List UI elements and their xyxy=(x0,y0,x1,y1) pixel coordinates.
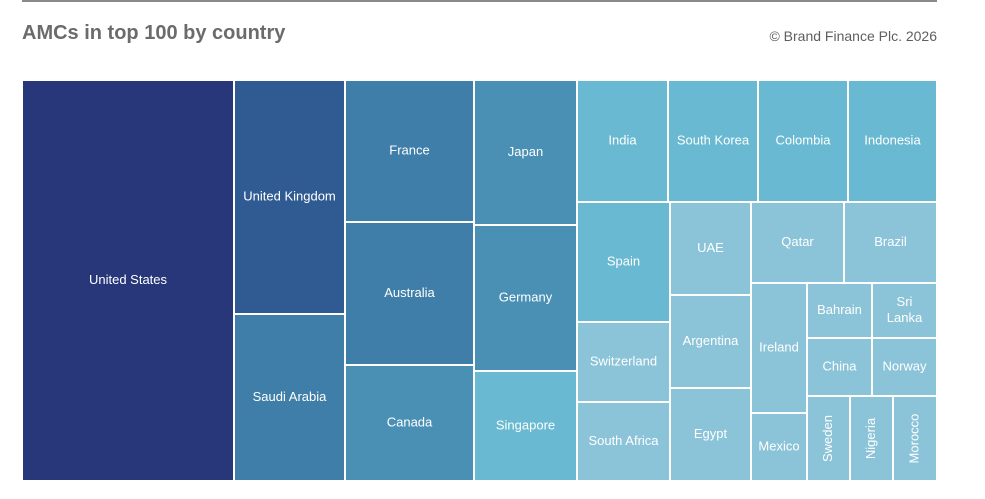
treemap-label-united-kingdom: United Kingdom xyxy=(243,188,336,203)
treemap-cell-uae xyxy=(669,201,752,296)
treemap-label-qatar: Qatar xyxy=(781,234,814,249)
copyright-notice: © Brand Finance Plc. 2026 xyxy=(769,28,937,44)
treemap-cell-singapore xyxy=(473,370,578,482)
treemap-label-brazil: Brazil xyxy=(874,234,907,249)
treemap-label-sri-lanka: Sri Lanka xyxy=(887,294,923,325)
treemap-cell-south-africa xyxy=(576,401,671,482)
treemap-cell-sweden xyxy=(806,395,851,482)
treemap-label-canada: Canada xyxy=(387,414,433,429)
treemap-label-spain: Spain xyxy=(607,253,640,268)
treemap-cell-japan xyxy=(473,79,578,226)
treemap-cell-nigeria xyxy=(849,395,894,482)
treemap-cell-united-kingdom xyxy=(233,79,346,315)
treemap-label-argentina: Argentina xyxy=(683,333,739,348)
treemap-cell-colombia xyxy=(757,79,849,203)
treemap-label-egypt: Egypt xyxy=(694,426,728,441)
treemap-cell-bahrain xyxy=(806,282,873,339)
treemap-label-bahrain: Bahrain xyxy=(817,302,862,317)
treemap-label-mexico: Mexico xyxy=(758,438,799,453)
treemap-label-australia: Australia xyxy=(384,285,435,300)
treemap-cell-argentina xyxy=(669,294,752,389)
treemap-label-united-states: United States xyxy=(89,272,168,287)
treemap-label-saudi-arabia: Saudi Arabia xyxy=(253,389,327,404)
treemap-label-japan: Japan xyxy=(508,144,543,159)
treemap-cell-norway xyxy=(871,337,938,397)
treemap-label-china: China xyxy=(823,358,858,373)
treemap-label-morocco: Morocco xyxy=(906,414,921,464)
treemap-cell-qatar xyxy=(750,201,845,284)
treemap-label-south-africa: South Africa xyxy=(588,433,659,448)
treemap-cell-united-states xyxy=(21,79,235,482)
treemap-label-sweden: Sweden xyxy=(820,415,835,462)
treemap-label-germany: Germany xyxy=(499,289,553,304)
treemap-cell-brazil xyxy=(843,201,938,284)
treemap-cell-morocco xyxy=(892,395,938,482)
treemap-cell-switzerland xyxy=(576,321,671,403)
treemap-label-switzerland: Switzerland xyxy=(590,353,657,368)
treemap-label-ireland: Ireland xyxy=(759,339,799,354)
treemap-label-france: France xyxy=(389,142,429,157)
treemap-label-singapore: Singapore xyxy=(496,417,555,432)
treemap-cell-indonesia xyxy=(847,79,938,203)
treemap-cell-egypt xyxy=(669,387,752,482)
chart-title: AMCs in top 100 by country xyxy=(22,22,286,44)
treemap-cell-germany xyxy=(473,224,578,372)
treemap-label-south-korea: South Korea xyxy=(677,132,750,147)
treemap-label-indonesia: Indonesia xyxy=(864,132,921,147)
treemap-label-nigeria: Nigeria xyxy=(863,417,878,459)
treemap-cell-saudi-arabia xyxy=(233,313,346,482)
treemap-label-norway: Norway xyxy=(882,358,927,373)
top-divider xyxy=(22,0,937,2)
treemap-label-uae: UAE xyxy=(697,240,724,255)
treemap-label-colombia: Colombia xyxy=(776,132,832,147)
treemap-label-india: India xyxy=(608,132,637,147)
treemap-cell-mexico xyxy=(750,412,808,482)
